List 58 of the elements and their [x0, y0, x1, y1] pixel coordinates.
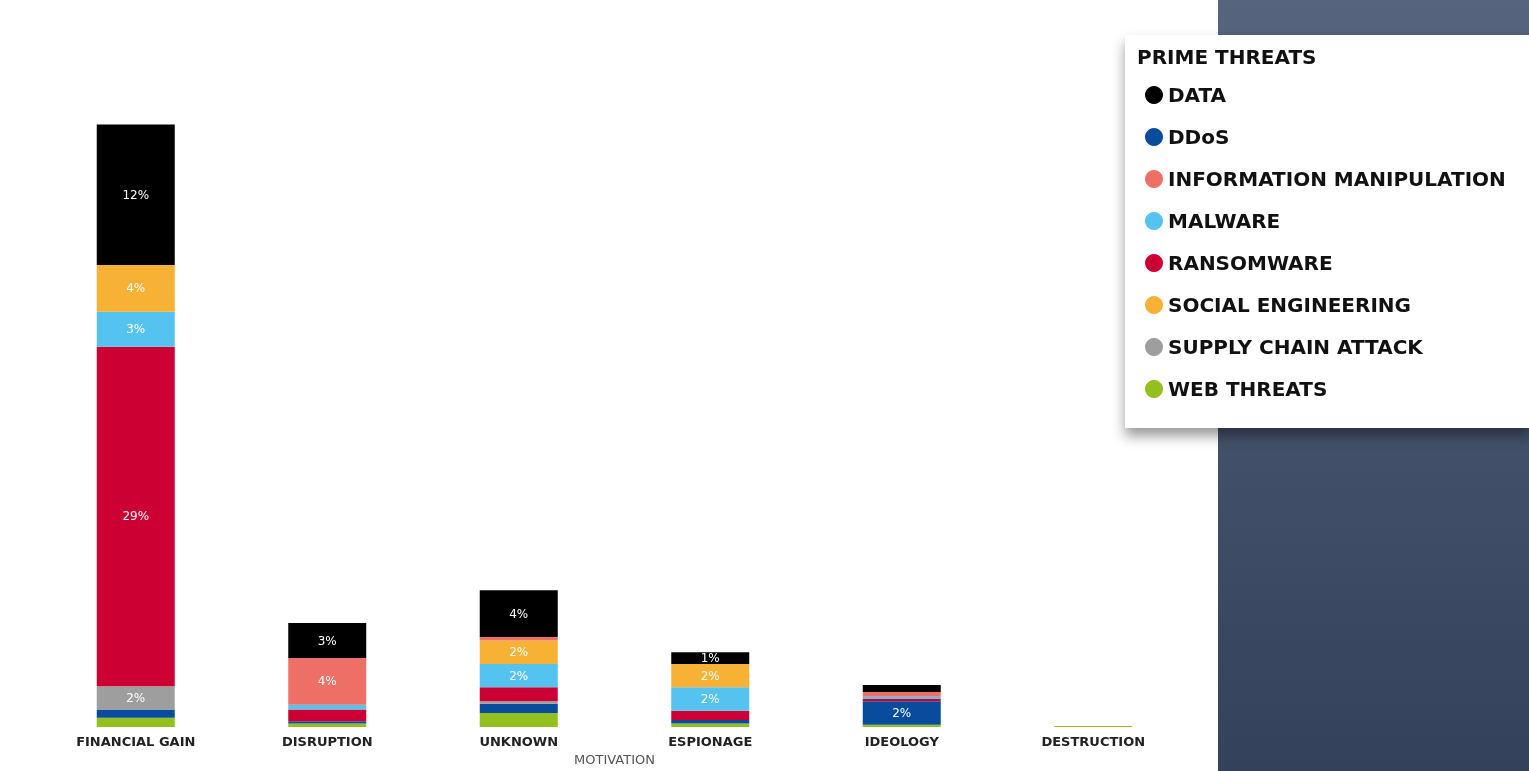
bar — [96, 346, 175, 687]
data-label: 3% — [317, 633, 337, 648]
bar — [96, 709, 175, 718]
legend-label: DATA — [1168, 83, 1227, 107]
x-tick-label: IDEOLOGY — [864, 734, 940, 750]
data-label: 2% — [509, 668, 529, 683]
bar — [671, 720, 750, 724]
bar — [862, 701, 941, 725]
bar — [479, 703, 558, 714]
x-tick-label: UNKNOWN — [479, 734, 559, 750]
bar — [96, 124, 175, 265]
bar — [96, 686, 175, 710]
bar — [862, 684, 941, 692]
bar — [479, 637, 558, 641]
x-tick-label: DISRUPTION — [281, 734, 373, 750]
legend-label: WEB THREATS — [1168, 377, 1328, 401]
bar — [288, 622, 367, 659]
legend-label: RANSOMWARE — [1168, 251, 1333, 275]
bar — [671, 687, 750, 711]
legend-label: INFORMATION MANIPULATION — [1168, 167, 1506, 191]
bar — [671, 663, 750, 688]
bar — [288, 721, 367, 724]
x-axis-title: MOTIVATION — [574, 752, 655, 767]
bar — [288, 709, 367, 722]
data-label: 4% — [509, 606, 529, 621]
data-label: 2% — [700, 668, 720, 683]
data-label: 2% — [126, 690, 146, 705]
x-tick-label: DESTRUCTION — [1041, 734, 1146, 750]
bar — [96, 311, 175, 347]
legend-label: SUPPLY CHAIN ATTACK — [1168, 335, 1425, 359]
x-tick-label: FINANCIAL GAIN — [76, 734, 196, 750]
bar — [479, 701, 558, 704]
legend-title: PRIME THREATS — [1137, 45, 1317, 69]
data-label: 2% — [509, 645, 529, 660]
bar — [862, 692, 941, 697]
bar — [479, 713, 558, 728]
bar — [96, 264, 175, 312]
data-label: 4% — [126, 281, 146, 296]
legend-label: MALWARE — [1168, 209, 1281, 233]
bar — [96, 717, 175, 728]
data-label: 3% — [126, 322, 146, 337]
data-label: 4% — [317, 674, 337, 689]
bar — [479, 640, 558, 664]
bar — [479, 590, 558, 637]
data-label: 1% — [700, 651, 720, 666]
bar — [479, 687, 558, 702]
data-label: 2% — [700, 692, 720, 707]
bar — [671, 652, 750, 664]
bar — [671, 710, 750, 721]
data-label: 29% — [122, 509, 150, 524]
bar — [479, 663, 558, 688]
bar — [288, 658, 367, 705]
x-tick-label: ESPIONAGE — [668, 734, 753, 750]
data-label: 2% — [892, 706, 912, 721]
legend-label: SOCIAL ENGINEERING — [1168, 293, 1412, 317]
data-label: 12% — [122, 187, 150, 202]
bar — [288, 704, 367, 710]
legend-label: DDoS — [1168, 125, 1230, 149]
